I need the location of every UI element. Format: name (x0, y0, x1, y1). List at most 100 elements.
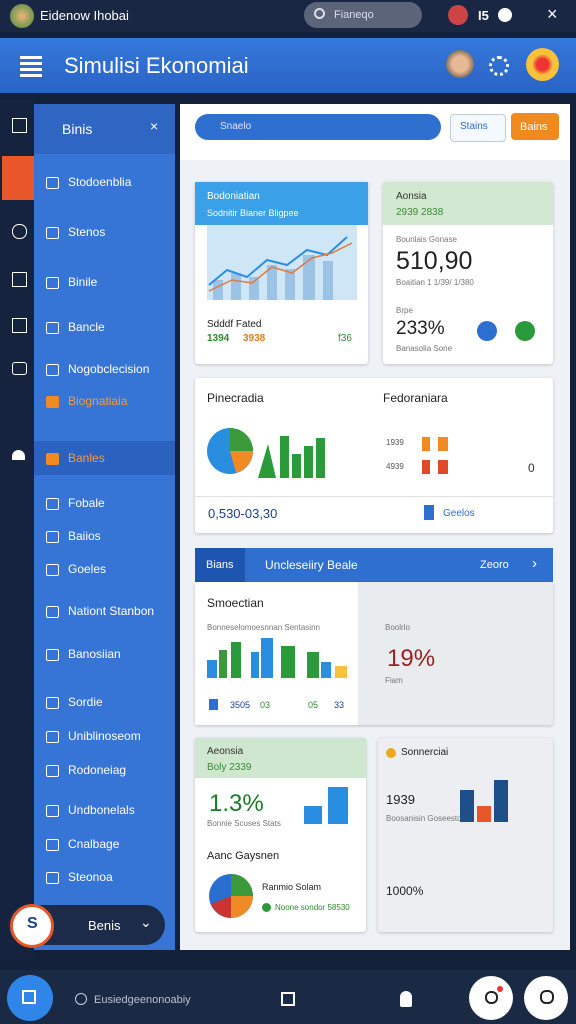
card-label: Brpe (396, 306, 413, 315)
banner (195, 548, 553, 582)
nav-icon[interactable] (281, 992, 295, 1006)
settings-icon[interactable] (489, 56, 509, 76)
shape (230, 451, 253, 473)
action-button[interactable] (511, 113, 559, 140)
shape (321, 662, 331, 678)
close-badge[interactable] (498, 8, 512, 22)
menu-icon[interactable] (20, 56, 42, 59)
sidebar-item[interactable]: Stenos (68, 225, 106, 239)
rail-active[interactable] (2, 156, 34, 200)
bar-decor (422, 460, 430, 474)
bar-decor (328, 787, 348, 824)
shape (208, 242, 353, 292)
card-caption: Sdddf Fated (207, 319, 262, 330)
filter-button[interactable] (450, 114, 506, 142)
shape (231, 874, 253, 896)
profile-avatar[interactable] (446, 50, 474, 78)
shape (231, 896, 253, 918)
status-icon (477, 321, 497, 341)
chart-decor (207, 225, 357, 300)
card-label: Bounlais Gonase (396, 235, 457, 244)
banner-title: Uncleseiiry Beale (265, 558, 358, 572)
card (195, 378, 553, 533)
sidebar-item[interactable]: Stodoenblia (68, 175, 132, 189)
action-label: Bains (520, 121, 548, 133)
card-subtitle: Bonneselomoesnnan Sentasinn (207, 623, 320, 632)
shape (267, 265, 277, 300)
card-header (195, 738, 366, 778)
rail-icon[interactable] (12, 224, 27, 239)
sidebar-item[interactable]: Uniblinoseom (68, 729, 141, 743)
sidebar-item[interactable]: Baiios (68, 529, 101, 543)
sidebar-item[interactable]: Undbonelals (68, 803, 135, 817)
search-button[interactable] (469, 976, 513, 1020)
rail-icon[interactable] (12, 450, 25, 460)
rail-icon[interactable] (12, 272, 27, 287)
card-title: Smoectian (207, 596, 264, 610)
shape (211, 896, 231, 918)
sidebar-item[interactable]: Cnalbage (68, 837, 120, 851)
rail-icon[interactable] (12, 362, 27, 375)
card-value: 233% (396, 318, 445, 339)
sidebar-item[interactable]: Rodoneiag (68, 763, 127, 777)
sidebar-item[interactable]: Nationt Stanbon (68, 604, 155, 618)
card-header (383, 182, 553, 225)
card-value: 1.3% (209, 790, 264, 817)
sidebar-item[interactable]: Bancle (68, 320, 105, 334)
pill-icon-bg (10, 904, 54, 948)
sidebar-icon (46, 649, 59, 661)
user-icon (448, 5, 468, 25)
sidebar-icon (46, 498, 59, 510)
nav-icon[interactable] (400, 991, 412, 1007)
icon-rail (0, 100, 34, 960)
sidebar-icon (46, 322, 59, 334)
bar-decor (494, 780, 508, 822)
banner-chevron[interactable]: › (532, 555, 537, 572)
home-icon (22, 990, 36, 1004)
banner-action[interactable]: Zeoro (480, 559, 509, 571)
sidebar-item[interactable]: Banosiian (68, 647, 121, 661)
shape (251, 652, 259, 678)
sidebar-item[interactable]: Nogobclecision (68, 362, 150, 376)
card-title: Bodoniatian (207, 191, 260, 202)
sidebar-item[interactable]: Steonoa (68, 870, 113, 884)
card-subtitle: Boly 2339 (207, 762, 252, 773)
sidebar-icon (46, 805, 59, 817)
bar-decor (477, 806, 491, 822)
sidebar-item[interactable]: Binile (68, 275, 98, 289)
sidebar-item[interactable]: Sordie (68, 695, 103, 709)
rail-icon[interactable] (12, 318, 27, 333)
rail-icon[interactable] (12, 118, 27, 133)
card-title: Sonnerciai (401, 747, 449, 758)
home-button[interactable] (7, 975, 53, 1021)
card-link[interactable]: Geelos (443, 508, 475, 519)
app-avatar (10, 4, 34, 28)
search-bar[interactable] (195, 114, 441, 140)
bar-decor (304, 806, 322, 824)
legend: 4939 (386, 462, 404, 471)
pill-chevron: ⌄ (140, 914, 152, 930)
profile-button[interactable] (524, 976, 568, 1020)
sidebar-icon (46, 227, 59, 239)
close-icon[interactable]: × (547, 4, 558, 24)
profile-avatar-2[interactable] (526, 48, 559, 81)
sidebar-icon (46, 765, 59, 777)
card-note: Bonnie Scuses Stats (207, 819, 281, 828)
card-note: Fiam (385, 676, 403, 685)
sidebar-item[interactable]: Fobale (68, 496, 105, 510)
card-title: Fedoraniara (383, 391, 448, 405)
sidebar-item[interactable]: Goeles (68, 562, 107, 576)
stat: 33 (334, 700, 345, 710)
sidebar-item[interactable]: Banles (68, 451, 105, 465)
sidebar-item[interactable]: Biognatiaia (68, 394, 128, 408)
card-value: 19% (387, 645, 436, 672)
chart-decor (207, 428, 325, 478)
search-icon (485, 991, 498, 1004)
card-note: Banasolia Sone (396, 344, 453, 353)
banner-tab[interactable] (195, 548, 245, 582)
notification-dot (497, 986, 503, 992)
stat: 05 (308, 700, 319, 710)
shape (304, 446, 313, 478)
shape (213, 280, 223, 300)
collapse-icon[interactable]: × (150, 118, 159, 134)
